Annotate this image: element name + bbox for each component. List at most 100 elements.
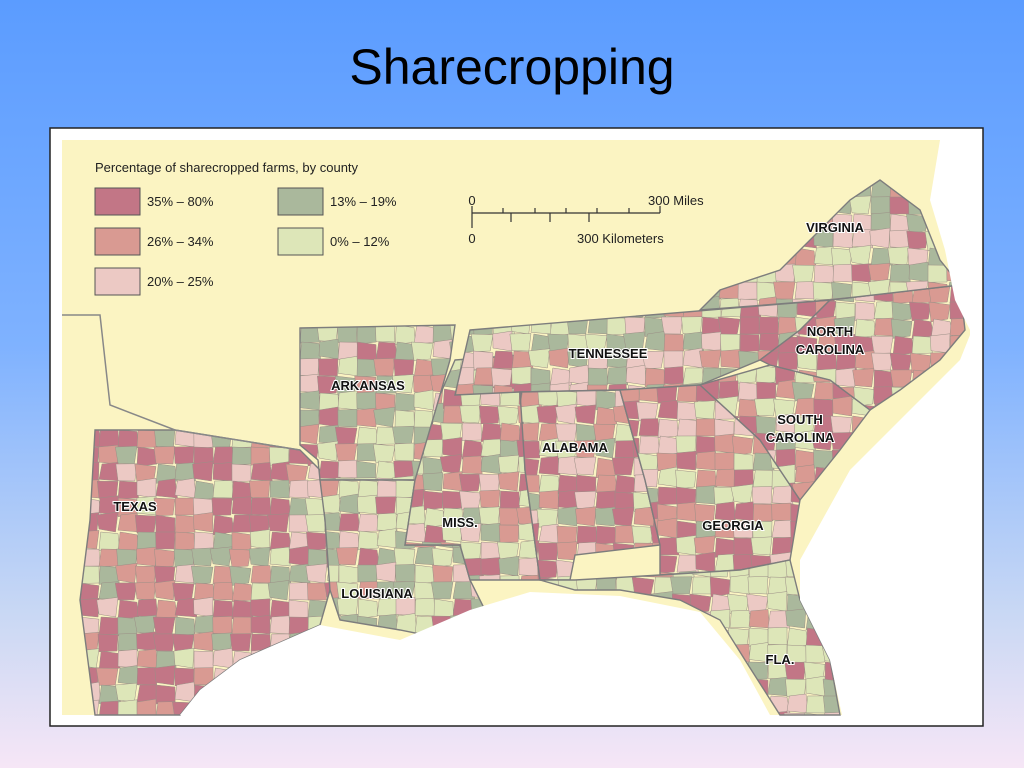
county [115, 562, 138, 584]
state-label: CAROLINA [766, 430, 835, 445]
county [191, 565, 214, 585]
county [250, 462, 273, 482]
county [813, 381, 836, 401]
county [231, 582, 255, 602]
county [334, 426, 358, 446]
county [117, 633, 139, 652]
county [638, 435, 661, 455]
county [695, 520, 716, 540]
county [773, 281, 796, 300]
county [461, 455, 483, 475]
county [497, 405, 520, 426]
county [193, 596, 214, 618]
legend-label: 26% – 34% [147, 234, 214, 249]
county [497, 471, 520, 492]
county [831, 247, 853, 268]
county [136, 631, 157, 652]
county [720, 349, 741, 369]
county [300, 423, 320, 445]
county [556, 525, 578, 545]
county [98, 430, 120, 448]
county [193, 631, 214, 652]
county [835, 367, 856, 388]
county [136, 546, 157, 567]
county [136, 477, 157, 499]
county [97, 633, 119, 653]
county [641, 350, 665, 369]
county [548, 347, 570, 369]
county [356, 391, 377, 411]
county [832, 263, 853, 283]
county [537, 558, 540, 579]
state-label: MISS. [442, 515, 477, 530]
county [470, 333, 494, 352]
county [98, 616, 121, 636]
county [775, 432, 796, 451]
county [414, 581, 435, 601]
county [392, 374, 415, 394]
county [676, 501, 697, 522]
county [790, 503, 800, 524]
county [805, 644, 826, 664]
county [889, 263, 911, 283]
state-border [539, 559, 841, 716]
county [117, 531, 140, 553]
county [479, 489, 501, 509]
legend-swatch [94, 187, 141, 216]
county [786, 693, 809, 714]
county [752, 503, 774, 522]
county [174, 477, 197, 499]
county [714, 452, 735, 471]
state-label: ARKANSAS [331, 378, 405, 393]
county [538, 576, 559, 580]
county [117, 616, 138, 637]
county [595, 474, 618, 493]
county [211, 632, 233, 652]
county [288, 582, 310, 601]
county [927, 264, 948, 283]
county [520, 404, 540, 425]
county [193, 614, 216, 635]
county [318, 358, 339, 377]
county [461, 422, 483, 441]
county [595, 525, 617, 545]
county [376, 598, 399, 617]
county [98, 444, 119, 465]
county [870, 196, 891, 215]
county [136, 430, 158, 449]
county [891, 301, 913, 322]
county [172, 582, 195, 602]
county [173, 446, 195, 465]
county [338, 564, 359, 586]
county [536, 559, 559, 580]
county [576, 525, 597, 545]
county [908, 261, 929, 283]
county [498, 507, 520, 526]
county [498, 524, 520, 543]
county [442, 490, 463, 510]
county [231, 531, 252, 553]
county [300, 373, 320, 394]
county [376, 512, 398, 532]
county [337, 409, 358, 428]
county [657, 418, 679, 439]
county [357, 564, 378, 583]
county [834, 334, 856, 354]
county [231, 463, 252, 483]
county [657, 517, 678, 539]
state-border [698, 179, 962, 311]
scale-miles-end: 300 Miles [648, 193, 704, 208]
county [376, 528, 399, 549]
county [575, 506, 597, 527]
county [478, 574, 501, 580]
state-texas [80, 430, 330, 715]
county [152, 616, 176, 635]
county [848, 245, 872, 266]
county [117, 480, 139, 500]
county [676, 401, 698, 421]
county [373, 358, 396, 377]
county [889, 352, 913, 373]
county [737, 281, 758, 300]
county [691, 576, 713, 595]
legend-label: 13% – 19% [330, 194, 397, 209]
